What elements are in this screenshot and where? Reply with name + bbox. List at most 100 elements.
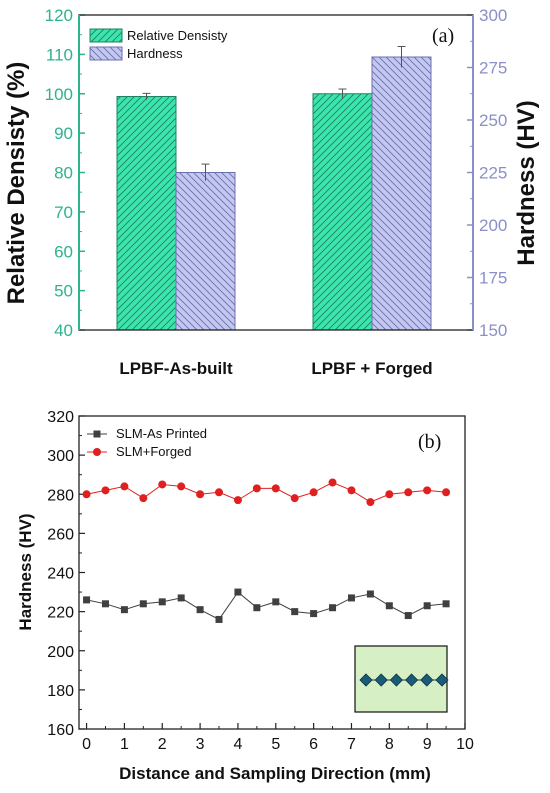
inset-sampling-point-icon	[374, 673, 388, 687]
panel-b-y-tick-label: 240	[47, 566, 74, 583]
data-point-slm-forged	[120, 482, 129, 491]
panel-b-y-tick-label: 300	[47, 448, 74, 465]
error-bar	[142, 92, 151, 100]
panel-b-x-tick-label: 5	[271, 736, 280, 753]
panel-a-bars	[116, 56, 432, 331]
panel-a-legend: Relative Densisty Hardness	[89, 28, 228, 61]
data-point-slm-as-printed	[158, 598, 166, 606]
data-point-slm-forged	[404, 488, 413, 497]
panel-a-left-tick-label: 110	[46, 45, 73, 64]
panel-b-series	[82, 478, 451, 623]
panel-b-y-tick-labels: 160 180 200 220 240 260 280 300 320	[47, 409, 74, 739]
panel-b-y-tick-label: 160	[47, 722, 74, 739]
data-point-slm-as-printed	[423, 602, 431, 610]
panel-a-right-tick-label: 175	[479, 269, 507, 288]
panel-b-x-tick-label: 9	[423, 736, 432, 753]
panel-b-x-tick-label: 3	[196, 736, 205, 753]
panel-a-left-axis-title: Relative Densisty (%)	[3, 62, 30, 305]
panel-a-category-label: LPBF + Forged	[311, 359, 432, 378]
panel-b-y-tick-label: 260	[47, 526, 74, 543]
data-point-slm-as-printed	[253, 604, 261, 612]
inset-sampling-point-icon	[405, 673, 419, 687]
data-point-slm-forged	[82, 490, 91, 499]
panel-b-x-tick-label: 7	[347, 736, 356, 753]
bar-relative-density	[312, 93, 373, 331]
panel-b-x-tick-label: 6	[309, 736, 318, 753]
data-point-slm-as-printed	[366, 590, 374, 598]
data-point-slm-as-printed	[83, 596, 91, 604]
legend-label-slm-forged: SLM+Forged	[116, 444, 192, 459]
panel-b-line-chart: 0 1 2 3 4 5 6 7 8 9 10 160 180 200 220 240 260 280 300 320…	[16, 409, 474, 783]
data-point-slm-as-printed	[329, 604, 337, 612]
data-point-slm-forged	[196, 490, 205, 499]
inset-sampling-point-icon	[420, 673, 434, 687]
data-point-slm-forged	[290, 494, 299, 503]
data-point-slm-forged	[347, 486, 356, 495]
data-point-slm-forged	[101, 486, 110, 495]
data-point-slm-as-printed	[215, 615, 223, 623]
panel-b-x-axis-title: Distance and Sampling Direction (mm)	[119, 764, 431, 783]
panel-a-right-tick-labels: 150 175 200 225 250 275 300	[479, 6, 507, 340]
data-point-slm-as-printed	[442, 600, 450, 608]
panel-a-error-bars	[142, 46, 406, 181]
panel-b-x-tick-label: 1	[120, 736, 129, 753]
panel-b-y-tick-label: 180	[47, 683, 74, 700]
data-point-slm-as-printed	[101, 600, 109, 608]
panel-a-right-tick-label: 300	[479, 6, 507, 25]
bar-hardness	[175, 172, 236, 331]
inset-sampling-point-icon	[389, 673, 403, 687]
panel-a-right-tick-label: 225	[479, 164, 507, 183]
panel-b-y-tick-label: 320	[47, 409, 74, 426]
panel-a-bar-chart: 40 50 60 70 80 90 100 110 120 150 175 200 225 250 275…	[3, 6, 540, 378]
data-point-slm-as-printed	[385, 602, 393, 610]
data-point-slm-as-printed	[234, 588, 242, 596]
panel-a-left-tick-label: 40	[54, 321, 73, 340]
data-point-slm-forged	[309, 488, 318, 497]
panel-b-legend: SLM-As Printed SLM+Forged	[87, 426, 207, 459]
panel-a-right-tick-label: 200	[479, 216, 507, 235]
bar-hardness	[371, 56, 432, 331]
legend-swatch-relative-density	[89, 28, 123, 43]
data-point-slm-as-printed	[177, 594, 185, 602]
data-point-slm-as-printed	[347, 594, 355, 602]
inset-sampling-points	[359, 673, 449, 687]
panel-a-right-tick-label: 275	[479, 59, 507, 78]
panel-a-left-tick-labels: 40 50 60 70 80 90 100 110 120	[45, 6, 73, 340]
data-point-slm-as-printed	[310, 610, 318, 618]
data-point-slm-forged	[233, 496, 242, 505]
error-bar	[338, 88, 347, 99]
data-point-slm-forged	[215, 488, 224, 497]
panel-a-left-tick-label: 120	[45, 6, 73, 25]
panel-b-y-tick-label: 200	[47, 644, 74, 661]
panel-b-y-axis-title: Hardness (HV)	[16, 513, 35, 630]
panel-b-y-tick-label: 280	[47, 487, 74, 504]
error-bar	[397, 46, 406, 68]
data-point-slm-forged	[158, 480, 167, 489]
data-point-slm-forged	[385, 490, 394, 499]
panel-b-x-tick-label: 4	[233, 736, 242, 753]
panel-a-right-axis-title: Hardness (HV)	[513, 100, 540, 265]
panel-b-x-tick-label: 0	[82, 736, 91, 753]
error-bar	[201, 163, 210, 181]
data-point-slm-forged	[271, 484, 280, 493]
panel-a-label: (a)	[432, 25, 454, 47]
panel-b-x-tick-label: 2	[158, 736, 167, 753]
data-point-slm-as-printed	[404, 612, 412, 620]
data-point-slm-forged	[442, 488, 451, 497]
panel-a-left-tick-label: 60	[54, 242, 73, 261]
legend-marker-slm-as-printed	[93, 430, 101, 438]
panel-a-right-tick-label: 150	[479, 321, 507, 340]
data-point-slm-as-printed	[291, 608, 299, 616]
panel-b-y-tick-label: 220	[47, 605, 74, 622]
data-point-slm-forged	[139, 494, 148, 503]
bar-relative-density	[116, 96, 177, 331]
legend-label-relative-density: Relative Densisty	[127, 28, 228, 43]
panel-a-left-tick-label: 50	[54, 282, 73, 301]
panel-b-x-tick-label: 8	[385, 736, 394, 753]
panel-a-left-tick-label: 90	[54, 124, 73, 143]
panel-a-category-label: LPBF-As-built	[119, 359, 233, 378]
data-point-slm-as-printed	[120, 606, 128, 614]
panel-a-left-tick-label: 80	[54, 164, 73, 183]
data-point-slm-as-printed	[272, 598, 280, 606]
